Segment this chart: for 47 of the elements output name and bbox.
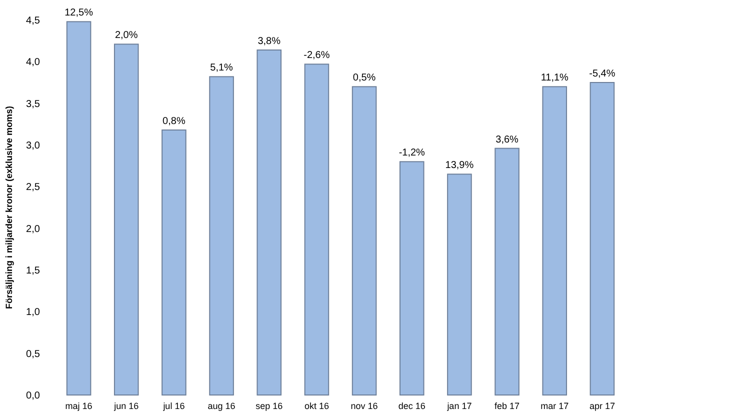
y-tick-label: 2,5 <box>26 182 40 194</box>
x-tick-label: mar 17 <box>540 401 569 411</box>
y-tick-label: 4,5 <box>26 16 40 26</box>
bar <box>66 21 92 396</box>
annotation: 11,1% <box>540 72 569 84</box>
x-tick-label: feb 17 <box>494 401 520 411</box>
bar <box>352 86 377 396</box>
bar <box>447 174 472 396</box>
y-tick-label: 0,0 <box>26 390 40 402</box>
y-tick-label: 2,0 <box>26 224 40 235</box>
x-tick-label: apr 17 <box>589 401 615 411</box>
annotation: 12,5% <box>64 8 94 19</box>
annotation: 5,1% <box>210 62 234 74</box>
bar <box>542 86 568 396</box>
annotation: 2,0% <box>114 30 138 42</box>
bar <box>304 64 330 396</box>
y-axis-title: Försäljning i miljarder kronor (exklusive moms) <box>4 106 14 310</box>
annotation: -2,6% <box>304 50 330 62</box>
bar <box>256 50 282 396</box>
y-tick-label: 1,5 <box>26 266 40 276</box>
x-tick-label: dec 16 <box>398 401 426 411</box>
x-tick-label: jul 16 <box>162 401 185 411</box>
x-tick-label: okt 16 <box>304 401 329 411</box>
annotation: 0,8% <box>162 116 186 127</box>
y-tick-label: 3,0 <box>26 140 40 152</box>
x-tick-label: jun 16 <box>113 401 139 411</box>
bar <box>494 148 520 396</box>
x-tick-label: sep 16 <box>256 401 283 411</box>
y-tick-label: 4,0 <box>26 57 40 68</box>
annotation: 0,5% <box>352 72 376 84</box>
annotation: -1,2% <box>398 148 426 159</box>
bar <box>209 76 234 396</box>
x-tick-label: aug 16 <box>208 401 236 411</box>
bar <box>590 82 615 396</box>
x-tick-label: nov 16 <box>350 401 378 411</box>
bar <box>114 44 139 396</box>
annotation: 13,9% <box>445 160 474 172</box>
bar <box>162 130 186 396</box>
y-tick-label: 0,5 <box>26 348 40 360</box>
annotation: 3,8% <box>258 36 281 47</box>
annotation: 3,6% <box>496 134 519 146</box>
y-tick-label: 3,5 <box>26 98 40 110</box>
x-tick-label: maj 16 <box>65 401 92 411</box>
y-tick-label: 1,0 <box>26 307 40 318</box>
annotation: -5,4% <box>589 68 616 80</box>
x-tick-label: jan 17 <box>446 401 472 411</box>
bar <box>399 161 424 396</box>
